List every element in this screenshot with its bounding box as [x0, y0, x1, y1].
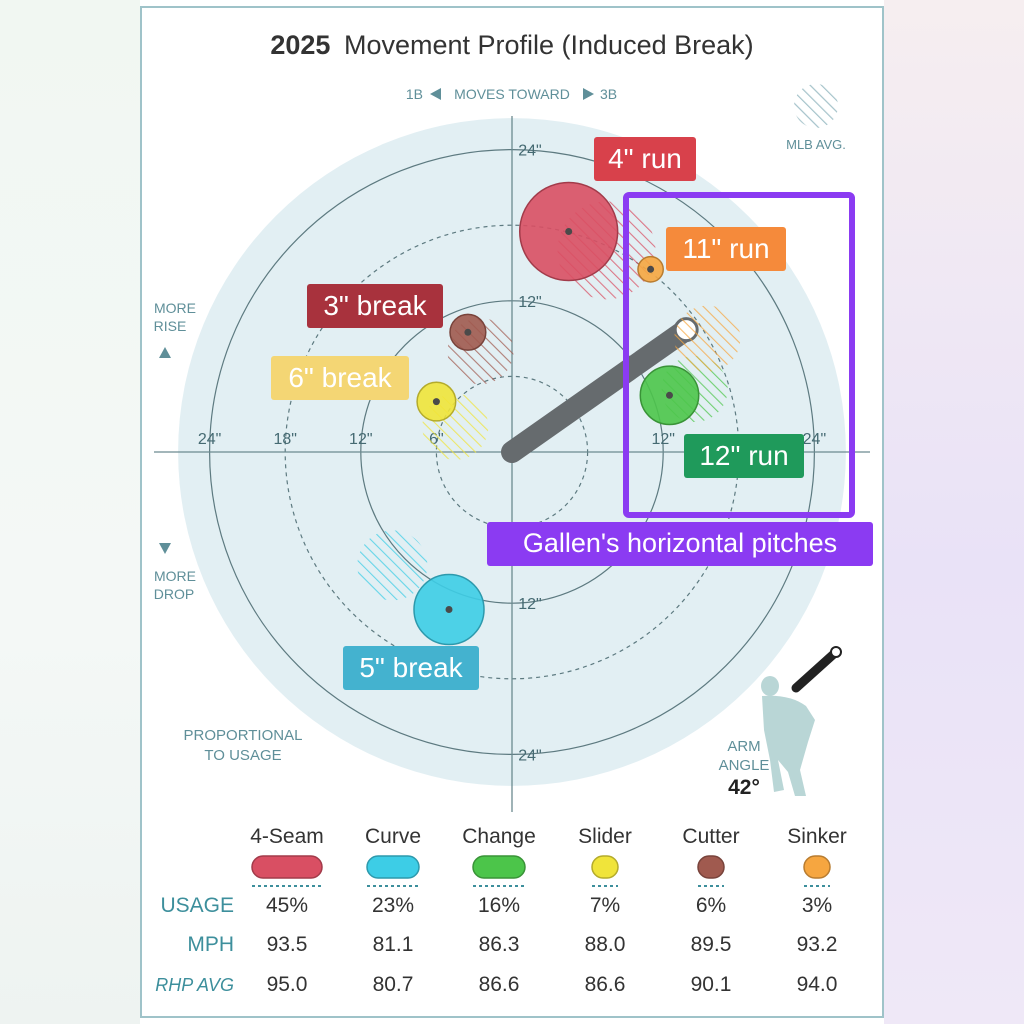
background-right [884, 0, 1024, 1024]
x-tick-label: 12" [349, 431, 372, 448]
pitch-center-dot [464, 328, 472, 336]
table-cell: 90.1 [691, 973, 732, 996]
pitch-center-dot [565, 228, 573, 235]
more-rise-label-2: RISE [154, 318, 187, 334]
left-arrow-icon [430, 88, 441, 100]
table-cell: 93.2 [797, 933, 838, 956]
background-left [0, 0, 140, 1024]
table-cell: 7% [590, 894, 620, 917]
legend-name-4-seam: 4-Seam [250, 825, 324, 848]
callout-box-slider [271, 356, 409, 400]
table-row-label: MPH [187, 933, 234, 956]
table-cell: 23% [372, 894, 414, 917]
table-cell: 16% [478, 894, 520, 917]
table-cell: 95.0 [267, 973, 308, 996]
table-cell: 86.6 [585, 973, 626, 996]
mlb-avg-hatch-icon [794, 84, 838, 128]
table-row-label: USAGE [160, 894, 234, 917]
legend-swatch-4-seam [251, 855, 323, 879]
x-tick-label: 24" [803, 431, 826, 448]
table-cell: 3% [802, 894, 832, 917]
pitch-center-dot [666, 391, 673, 399]
pitch-center-dot [445, 606, 453, 613]
table-cell: 86.3 [479, 933, 520, 956]
callout-box-sinker [666, 227, 786, 271]
highlight-label: Gallen's horizontal pitches [523, 528, 837, 558]
x-tick-label: 12" [651, 431, 674, 448]
arm-angle-ball-icon [830, 646, 842, 658]
up-arrow-icon [159, 347, 171, 358]
pitch-center-dot [647, 265, 655, 273]
down-arrow-icon [159, 543, 171, 554]
callout-box-change [684, 434, 804, 478]
callout-cutter: 3" break [323, 290, 427, 321]
table-cell: 81.1 [373, 933, 414, 956]
table-cell: 6% [696, 894, 726, 917]
callout-4-seam: 4" run [608, 143, 682, 174]
legend-swatch-change [472, 855, 526, 879]
arm-angle-line [501, 318, 698, 463]
more-drop-label-2: DROP [154, 586, 194, 602]
right-arrow-icon [583, 88, 594, 100]
callout-curve: 5" break [359, 652, 463, 683]
legend-swatch-sinker [803, 855, 831, 879]
mlb-avg-label: MLB AVG. [786, 137, 846, 152]
table-cell: 88.0 [585, 933, 626, 956]
table-row-label: RHP AVG [155, 975, 234, 995]
more-drop-label-1: MORE [154, 568, 196, 584]
callout-box-curve [343, 646, 479, 690]
legend-swatch-cutter [697, 855, 725, 879]
table-cell: 45% [266, 894, 308, 917]
table-cell: 94.0 [797, 973, 838, 996]
y-tick-label: 12" [518, 294, 541, 311]
highlight-box [623, 192, 855, 518]
proportional-label-2: TO USAGE [204, 747, 281, 764]
table-cell: 89.5 [691, 933, 732, 956]
highlight-label-box [487, 522, 873, 566]
callout-sinker: 11" run [682, 233, 769, 264]
x-tick-label: 18" [273, 431, 296, 448]
x-tick-label: 24" [198, 431, 221, 448]
legend-name-sinker: Sinker [787, 825, 847, 848]
mlb-avg-sinker [674, 305, 741, 372]
callout-change: 12" run [699, 440, 788, 471]
legend-swatch-slider [591, 855, 619, 879]
arm-angle-value: 42° [728, 776, 760, 799]
legend-name-change: Change [462, 825, 536, 848]
direction-right: 3B [600, 86, 617, 102]
direction-center: MOVES TOWARD [454, 86, 570, 102]
y-tick-label: 24" [518, 747, 541, 764]
chart-title: 2025 Movement Profile (Induced Break) [270, 30, 753, 60]
arm-angle-label-1: ARM [727, 738, 760, 755]
table-cell: 93.5 [267, 933, 308, 956]
direction-left: 1B [406, 86, 423, 102]
legend-name-cutter: Cutter [682, 825, 739, 848]
legend-swatch-curve [366, 855, 420, 879]
legend-name-slider: Slider [578, 825, 632, 848]
arm-angle-bar [791, 647, 841, 693]
mlb-avg-curve [357, 530, 428, 601]
callout-box-cutter [307, 284, 443, 328]
table-cell: 86.6 [479, 973, 520, 996]
more-rise-label-1: MORE [154, 300, 196, 316]
callout-box-4-seam [594, 137, 696, 181]
y-tick-label: 12" [518, 596, 541, 613]
pitch-center-dot [432, 398, 440, 406]
legend-name-curve: Curve [365, 825, 421, 848]
y-tick-label: 24" [518, 143, 541, 160]
pitcher-silhouette-icon [761, 676, 815, 796]
callout-slider: 6" break [288, 362, 392, 393]
proportional-label-1: PROPORTIONAL [184, 727, 303, 744]
arm-angle-label-2: ANGLE [719, 757, 770, 774]
table-cell: 80.7 [373, 973, 414, 996]
